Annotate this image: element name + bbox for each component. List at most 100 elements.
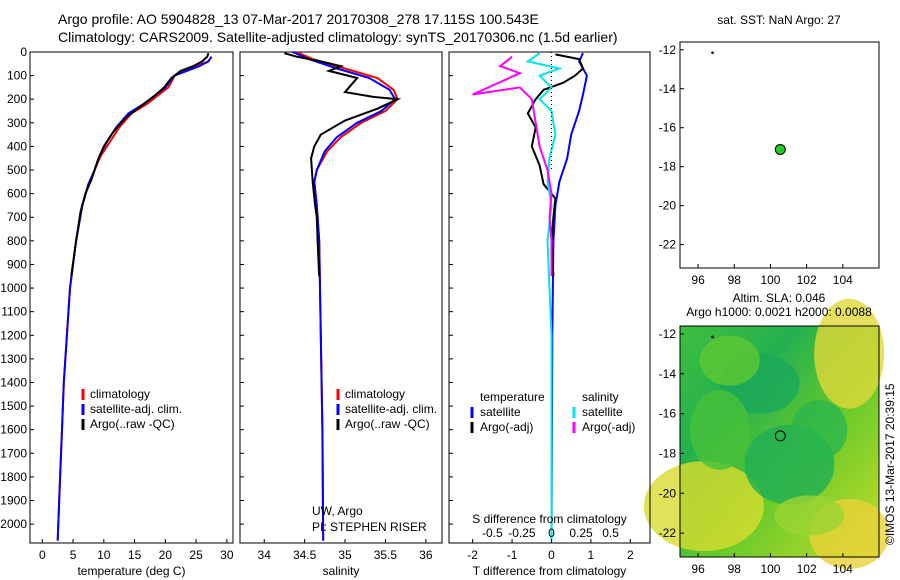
ytick-label: 2000 — [0, 517, 27, 531]
sla-map-subtitle: Argo h1000: 0.0021 h2000: 0.0088 — [686, 305, 872, 319]
ytick-label: 900 — [7, 257, 27, 271]
argo-position-marker — [774, 143, 786, 155]
map-ytick-label: -14 — [659, 82, 677, 96]
legend-label: climatology — [345, 387, 405, 401]
legend-label: climatology — [90, 387, 150, 401]
ytick-label: 1300 — [0, 352, 27, 366]
sla-blob — [774, 495, 845, 536]
sla-map-title: Altim. SLA: 0.046 — [733, 291, 826, 305]
sla-blob — [699, 335, 760, 386]
map-ytick-label: -22 — [659, 238, 677, 252]
xtick-label: 34.5 — [293, 548, 317, 562]
ytick-label: 400 — [7, 139, 27, 153]
map-xtick-label: 98 — [728, 562, 742, 576]
legend-label: Argo(..raw -QC) — [90, 417, 175, 431]
map-xtick-label: 96 — [691, 273, 705, 287]
xtick-label: 0 — [548, 548, 555, 562]
map-ytick-label: -16 — [659, 407, 677, 421]
series-line-satellite — [56, 56, 213, 541]
xtick-label: 25 — [189, 548, 203, 562]
ytick-label: 1000 — [0, 281, 27, 295]
sst-map-title: sat. SST: NaN Argo: 27 — [717, 13, 841, 27]
map-xtick-label: 104 — [833, 562, 853, 576]
xtick-label: 1 — [588, 548, 595, 562]
s-tick-label: -0.5 — [482, 526, 503, 540]
map-xtick-label: 98 — [728, 273, 742, 287]
map-frame-sla_map — [679, 325, 880, 558]
xtick-label: -1 — [507, 548, 518, 562]
annotation-uw: UW, Argo — [312, 504, 363, 518]
x-axis-label: temperature (deg C) — [77, 564, 185, 578]
legend-title-salinity: salinity — [582, 390, 619, 404]
series-line-climatology — [296, 51, 399, 541]
xtick-label: 2 — [627, 548, 634, 562]
series-line-t-argo — [526, 53, 585, 277]
x-axis-label: T difference from climatology — [473, 564, 627, 578]
credit-text: ©IMOS 13-Mar-2017 20:39:15 — [883, 383, 897, 545]
map-xtick-label: 100 — [760, 562, 780, 576]
xtick-label: -2 — [467, 548, 478, 562]
map-xtick-label: 96 — [691, 562, 705, 576]
map-ytick-label: -22 — [659, 526, 677, 540]
series-line-argo — [70, 52, 210, 277]
xtick-label: 34 — [258, 548, 272, 562]
ytick-label: 1900 — [0, 494, 27, 508]
map-ytick-label: -12 — [659, 327, 677, 341]
legend-label: Argo(..raw -QC) — [345, 417, 430, 431]
s-axis-label: S difference from climatology — [472, 512, 627, 526]
series-line-s-satellite — [525, 52, 563, 541]
map-dot — [711, 51, 714, 55]
argo-position-marker — [774, 430, 786, 442]
sla-blob — [791, 399, 848, 460]
xtick-label: 0 — [39, 548, 46, 562]
x-axis-label: salinity — [323, 564, 360, 578]
map-xtick-label: 102 — [797, 273, 817, 287]
s-tick-label: 0.5 — [602, 526, 619, 540]
map-frame-sst_map — [679, 41, 880, 269]
series-line-s-argo — [472, 55, 553, 277]
series-line-t-satellite — [550, 52, 588, 541]
s-tick-label: 0.25 — [569, 526, 593, 540]
legend-label: Argo(-adj) — [480, 420, 533, 434]
series-line-climatology — [56, 56, 213, 541]
legend-title-temperature: temperature — [480, 390, 545, 404]
ytick-label: 1500 — [0, 399, 27, 413]
legend-label: satellite — [480, 405, 521, 419]
s-tick-label: -0.25 — [508, 526, 536, 540]
xtick-label: 35.5 — [374, 548, 398, 562]
map-ytick-label: -12 — [659, 43, 677, 57]
panel-frame-salinity — [239, 51, 443, 544]
ytick-label: 800 — [7, 234, 27, 248]
xtick-label: 36 — [419, 548, 433, 562]
map-ytick-label: -16 — [659, 121, 677, 135]
xtick-label: 5 — [70, 548, 77, 562]
panel-frame-difference — [448, 51, 651, 544]
legend-label: satellite-adj. clim. — [90, 402, 182, 416]
map-xtick-label: 104 — [833, 273, 853, 287]
map-dot — [711, 335, 714, 339]
sla-heatmap — [643, 298, 890, 569]
map-ytick-label: -14 — [659, 367, 677, 381]
ytick-label: 300 — [7, 116, 27, 130]
ytick-label: 500 — [7, 163, 27, 177]
legend-label: Argo(-adj) — [582, 420, 635, 434]
series-line-satellite — [292, 51, 397, 541]
sla-blob — [689, 389, 750, 470]
xtick-label: 30 — [220, 548, 234, 562]
ytick-label: 100 — [7, 69, 27, 83]
ytick-label: 200 — [7, 92, 27, 106]
annotation-pi: PI: STEPHEN RISER — [312, 520, 427, 534]
title-line-2: Climatology: CARS2009. Satellite-adjuste… — [58, 29, 618, 45]
xtick-label: 20 — [159, 548, 173, 562]
series-line-argo — [284, 52, 402, 277]
map-ytick-label: -18 — [659, 446, 677, 460]
ytick-label: 1800 — [0, 470, 27, 484]
ytick-label: 1600 — [0, 423, 27, 437]
xtick-label: 35 — [338, 548, 352, 562]
map-ytick-label: -18 — [659, 160, 677, 174]
title-line-1: Argo profile: AO 5904828_13 07-Mar-2017 … — [58, 11, 539, 27]
sla-blob — [643, 461, 764, 552]
ytick-label: 600 — [7, 187, 27, 201]
ytick-label: 0 — [20, 45, 27, 59]
